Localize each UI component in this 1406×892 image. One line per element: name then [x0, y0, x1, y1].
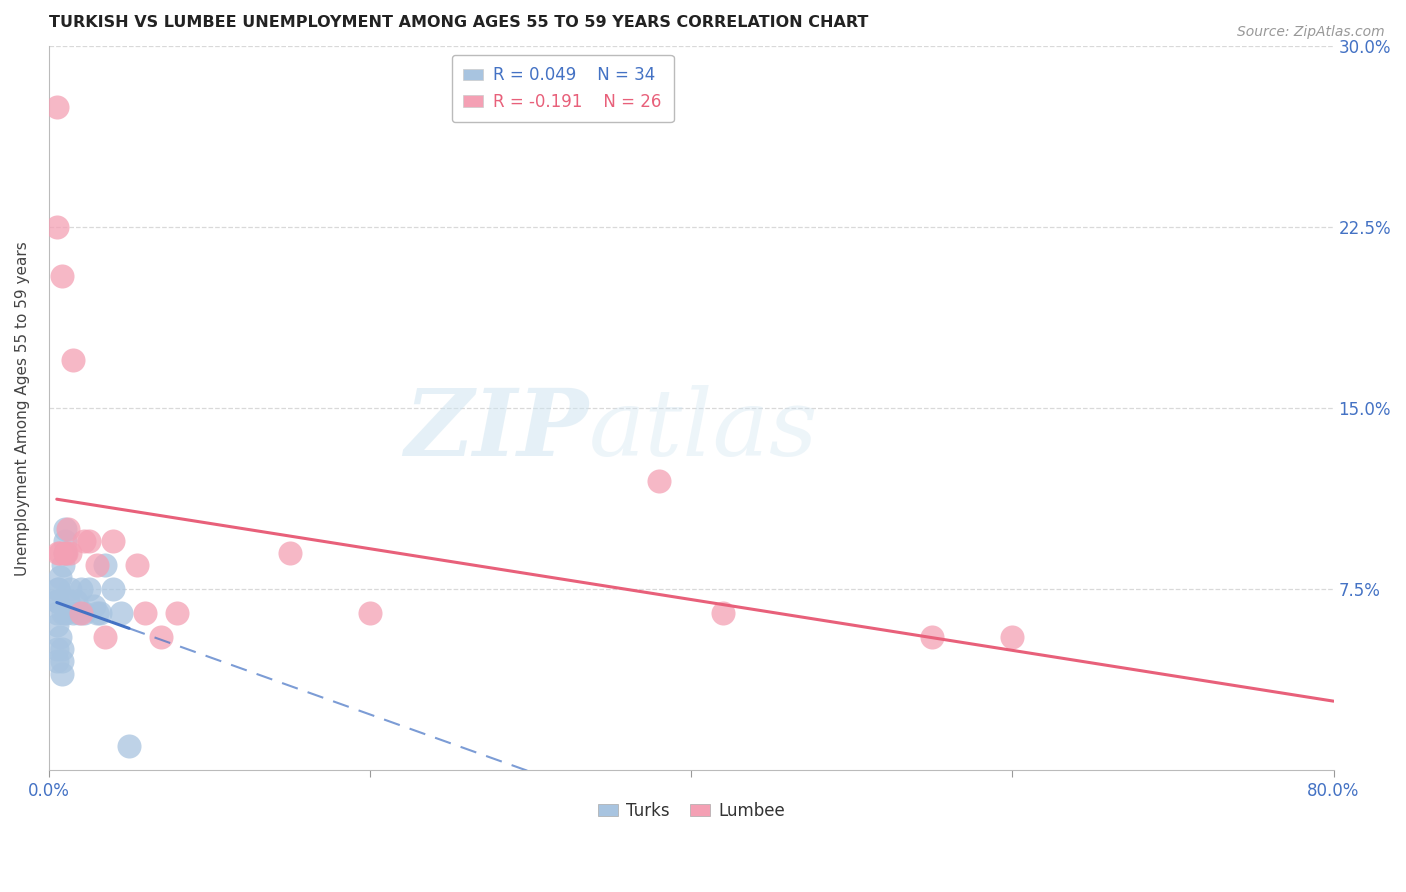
Point	[48, 582, 70, 596]
Point	[278, 546, 301, 560]
Point	[101, 582, 124, 596]
Point	[53, 546, 76, 560]
Text: Source: ZipAtlas.com: Source: ZipAtlas.com	[1237, 25, 1385, 39]
Point	[55, 606, 77, 620]
Point	[48, 546, 70, 560]
Point	[110, 606, 132, 620]
Point	[49, 570, 72, 584]
Point	[45, 220, 67, 235]
Point	[56, 594, 79, 608]
Point	[49, 631, 72, 645]
Point	[101, 533, 124, 548]
Point	[70, 582, 93, 596]
Point	[1001, 631, 1024, 645]
Point	[53, 546, 76, 560]
Point	[166, 606, 188, 620]
Point	[89, 606, 111, 620]
Point	[49, 546, 72, 560]
Point	[59, 582, 82, 596]
Point	[45, 100, 67, 114]
Point	[134, 606, 156, 620]
Point	[56, 522, 79, 536]
Point	[48, 582, 70, 596]
Point	[711, 606, 734, 620]
Point	[53, 533, 76, 548]
Point	[65, 594, 87, 608]
Point	[86, 558, 108, 572]
Point	[83, 599, 105, 613]
Point	[648, 474, 671, 488]
Text: atlas: atlas	[588, 385, 818, 475]
Point	[45, 642, 67, 657]
Point	[45, 594, 67, 608]
Point	[55, 546, 77, 560]
Point	[921, 631, 943, 645]
Point	[86, 606, 108, 620]
Point	[52, 606, 75, 620]
Point	[70, 606, 93, 620]
Point	[45, 606, 67, 620]
Point	[73, 533, 96, 548]
Text: ZIP: ZIP	[404, 385, 588, 475]
Point	[45, 594, 67, 608]
Point	[51, 666, 73, 681]
Point	[51, 655, 73, 669]
Point	[52, 558, 75, 572]
Point	[125, 558, 148, 572]
Point	[62, 353, 84, 368]
Point	[51, 642, 73, 657]
Point	[94, 558, 117, 572]
Legend: Turks, Lumbee: Turks, Lumbee	[591, 796, 792, 827]
Point	[51, 268, 73, 283]
Point	[59, 546, 82, 560]
Point	[77, 533, 100, 548]
Point	[94, 631, 117, 645]
Point	[73, 606, 96, 620]
Point	[62, 606, 84, 620]
Point	[77, 582, 100, 596]
Point	[53, 522, 76, 536]
Point	[45, 655, 67, 669]
Point	[118, 739, 141, 753]
Point	[359, 606, 381, 620]
Point	[45, 618, 67, 632]
Text: TURKISH VS LUMBEE UNEMPLOYMENT AMONG AGES 55 TO 59 YEARS CORRELATION CHART: TURKISH VS LUMBEE UNEMPLOYMENT AMONG AGE…	[49, 15, 868, 30]
Point	[150, 631, 173, 645]
Y-axis label: Unemployment Among Ages 55 to 59 years: Unemployment Among Ages 55 to 59 years	[15, 241, 30, 575]
Point	[67, 606, 90, 620]
